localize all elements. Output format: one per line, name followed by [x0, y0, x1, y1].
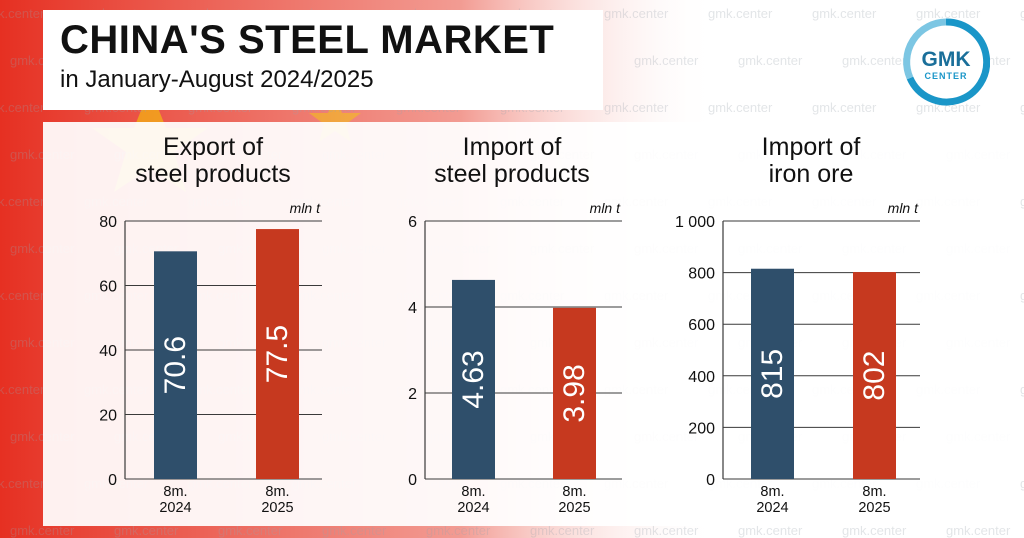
title-box [43, 10, 603, 110]
watermark-text: gmk.center [0, 288, 45, 303]
chart-title-line: steel products [434, 160, 590, 188]
page-subtitle: in January-August 2024/2025 [60, 66, 374, 93]
bar-value-label: 4.63 [457, 350, 490, 408]
watermark-text: gmk.center [1020, 100, 1024, 115]
y-tick-label: 1 000 [675, 214, 715, 231]
watermark-text: gmk.center [738, 523, 803, 538]
watermark-text: gmk.center [0, 476, 45, 491]
watermark-text: gmk.center [0, 382, 45, 397]
logo-text-gmk: GMK [922, 48, 971, 71]
bar [751, 268, 794, 479]
watermark-text: gmk.center [812, 100, 877, 115]
bar-value-label: 70.6 [159, 336, 192, 394]
watermark-text: gmk.center [0, 100, 45, 115]
x-category-label: 8m. [562, 484, 586, 500]
watermark-text: gmk.center [0, 6, 45, 21]
bar [853, 272, 896, 479]
watermark-text: gmk.center [10, 523, 75, 538]
y-tick-label: 60 [99, 279, 117, 296]
bar [553, 307, 596, 479]
bar-value-label: 77.5 [261, 325, 294, 383]
chart-title-line: Import of [761, 133, 861, 161]
page-title: CHINA'S STEEL MARKET [60, 18, 555, 62]
chart-title-line: iron ore [768, 160, 854, 188]
chart-title-import-steel: Import of steel products [382, 134, 642, 188]
logo-text-center: CENTER [924, 71, 967, 81]
flag-star-icon [309, 95, 361, 142]
watermark-text: gmk.center [322, 523, 387, 538]
watermark-text: gmk.center [708, 6, 773, 21]
bar-value-label: 802 [858, 351, 891, 401]
x-category-label: 2024 [756, 500, 788, 516]
y-tick-label: 4 [408, 300, 417, 317]
watermark-text: gmk.center [0, 194, 45, 209]
watermark-text: gmk.center [634, 53, 699, 68]
y-tick-label: 400 [688, 369, 715, 386]
watermark-text: gmk.center [1020, 382, 1024, 397]
watermark-text: gmk.center [812, 6, 877, 21]
watermark-text: gmk.center [946, 523, 1011, 538]
y-tick-label: 0 [408, 472, 417, 489]
y-tick-label: 800 [688, 266, 715, 283]
y-tick-label: 0 [706, 472, 715, 489]
watermark-text: gmk.center [604, 6, 669, 21]
bar [452, 279, 495, 479]
x-category-label: 2025 [858, 500, 890, 516]
y-tick-label: 40 [99, 343, 117, 360]
x-category-label: 8m. [862, 484, 886, 500]
bar-value-label: 3.98 [558, 364, 591, 422]
watermark-text: gmk.center [604, 100, 669, 115]
y-tick-label: 2 [408, 386, 417, 403]
y-tick-label: 80 [99, 214, 117, 231]
watermark-text: gmk.center [842, 523, 907, 538]
y-tick-label: 20 [99, 408, 117, 425]
unit-label: mln t [590, 200, 621, 216]
x-category-label: 2024 [159, 500, 191, 516]
watermark-text: gmk.center [530, 523, 595, 538]
x-category-label: 8m. [760, 484, 784, 500]
x-category-label: 8m. [461, 484, 485, 500]
x-category-label: 8m. [163, 484, 187, 500]
watermark-text: gmk.center [634, 523, 699, 538]
chart-title-import-iron-ore: Import of iron ore [681, 134, 941, 188]
y-tick-label: 6 [408, 214, 417, 231]
y-tick-label: 0 [108, 472, 117, 489]
x-category-label: 8m. [265, 484, 289, 500]
chart-title-line: steel products [135, 160, 291, 188]
y-tick-label: 600 [688, 317, 715, 334]
x-category-label: 2025 [558, 500, 590, 516]
chart-title-line: Import of [462, 133, 562, 161]
x-category-label: 2024 [457, 500, 489, 516]
gmk-center-logo: GMK CENTER [903, 18, 990, 106]
watermark-text: gmk.center [114, 523, 179, 538]
x-category-label: 2025 [261, 500, 293, 516]
watermark-text: gmk.center [916, 100, 981, 115]
watermark-text: gmk.center [916, 6, 981, 21]
watermark-text: gmk.center [1020, 288, 1024, 303]
watermark-text: gmk.center [218, 523, 283, 538]
watermark-text: gmk.center [1020, 6, 1024, 21]
unit-label: mln t [290, 200, 321, 216]
bar [154, 251, 197, 479]
bar-value-label: 815 [756, 349, 789, 399]
watermark-text: gmk.center [1020, 194, 1024, 209]
watermark-text: gmk.center [426, 523, 491, 538]
bar [256, 229, 299, 479]
unit-label: mln t [888, 200, 919, 216]
watermark-text: gmk.center [1020, 476, 1024, 491]
watermark-text: gmk.center [708, 100, 773, 115]
y-tick-label: 200 [688, 420, 715, 437]
chart-title-line: Export of [162, 133, 264, 161]
chart-title-export-steel: Export of steel products [83, 134, 343, 188]
watermark-text: gmk.center [842, 53, 907, 68]
watermark-text: gmk.center [738, 53, 803, 68]
